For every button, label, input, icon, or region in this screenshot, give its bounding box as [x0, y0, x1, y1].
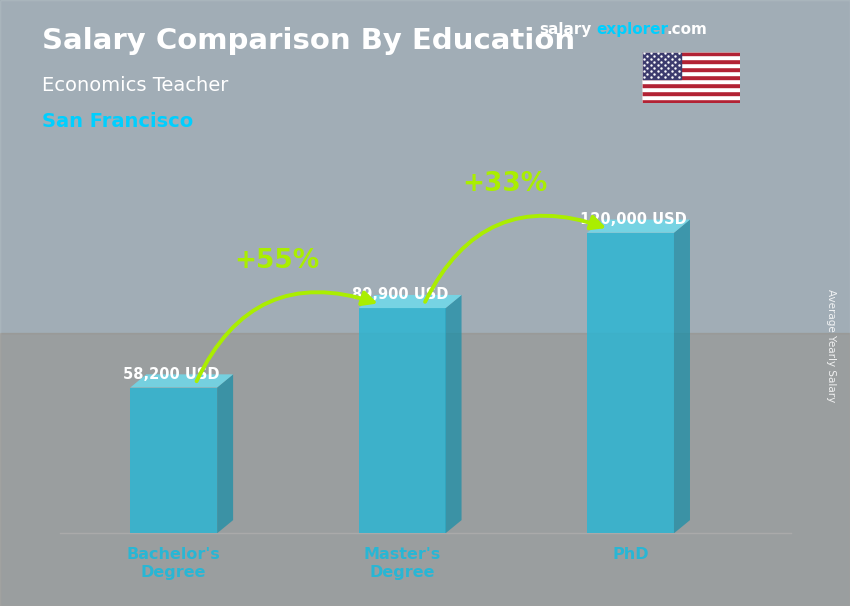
Polygon shape: [359, 308, 445, 533]
Text: San Francisco: San Francisco: [42, 112, 194, 131]
Bar: [642, 95, 740, 99]
Text: Average Yearly Salary: Average Yearly Salary: [826, 289, 836, 402]
Bar: [642, 72, 740, 75]
Bar: [642, 99, 740, 103]
Text: .com: .com: [666, 22, 707, 38]
Polygon shape: [587, 219, 690, 233]
Text: 89,900 USD: 89,900 USD: [352, 287, 448, 302]
Text: Economics Teacher: Economics Teacher: [42, 76, 229, 95]
Text: 58,200 USD: 58,200 USD: [123, 367, 220, 382]
Polygon shape: [217, 375, 233, 533]
FancyArrowPatch shape: [196, 292, 374, 381]
Bar: [642, 83, 740, 87]
Bar: [642, 52, 740, 56]
Bar: [642, 87, 740, 91]
Polygon shape: [674, 219, 690, 533]
Bar: [642, 59, 740, 64]
Text: +55%: +55%: [234, 248, 319, 275]
Polygon shape: [130, 375, 233, 387]
Text: +33%: +33%: [462, 171, 547, 197]
Polygon shape: [359, 295, 462, 308]
Bar: [0, 0, 850, 333]
Polygon shape: [587, 233, 674, 533]
Bar: [642, 79, 740, 83]
Bar: [642, 64, 740, 67]
Bar: [642, 52, 681, 79]
Bar: [642, 75, 740, 79]
Polygon shape: [445, 295, 462, 533]
Text: 120,000 USD: 120,000 USD: [581, 212, 687, 227]
Bar: [0, 333, 850, 606]
FancyArrowPatch shape: [425, 216, 602, 302]
Bar: [642, 56, 740, 59]
Text: Salary Comparison By Education: Salary Comparison By Education: [42, 27, 575, 55]
Text: explorer: explorer: [597, 22, 669, 38]
Polygon shape: [130, 387, 217, 533]
Bar: [642, 91, 740, 95]
Text: salary: salary: [540, 22, 592, 38]
Bar: [642, 67, 740, 72]
